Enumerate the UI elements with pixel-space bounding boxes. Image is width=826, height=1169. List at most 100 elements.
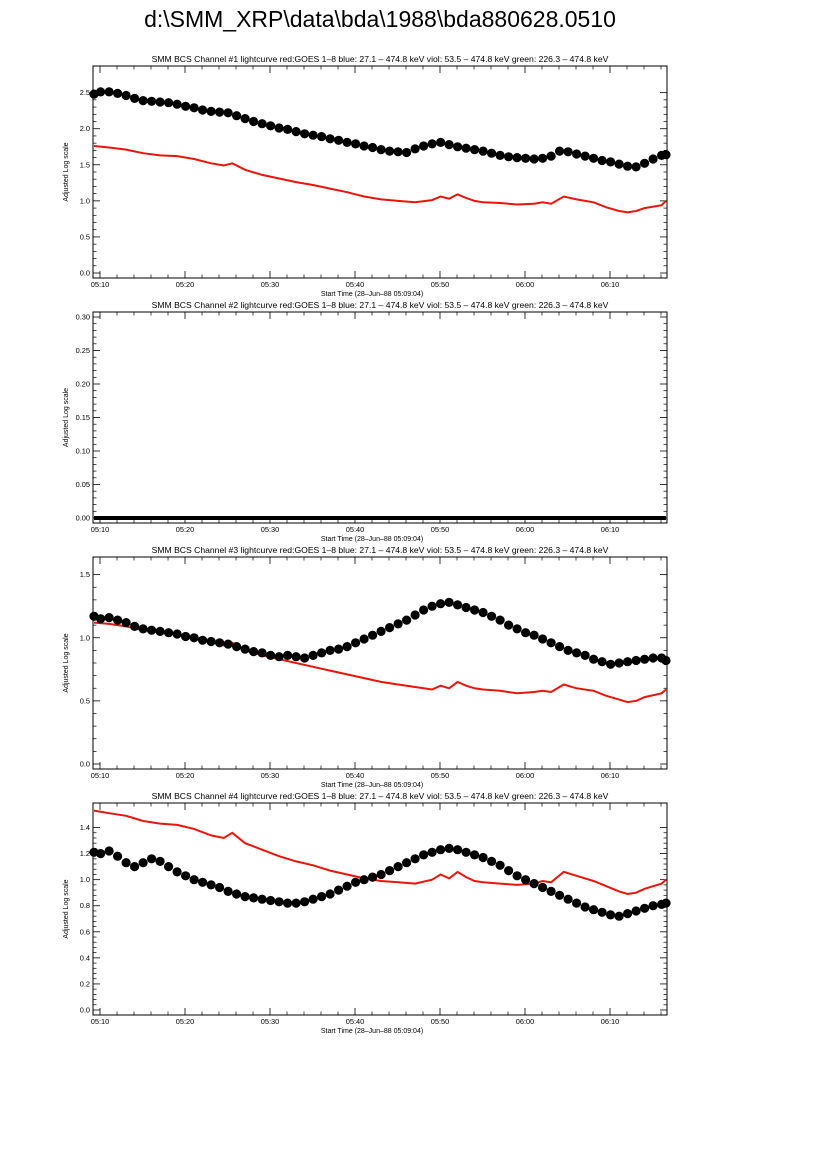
- bcs-data-point: [419, 850, 429, 860]
- bcs-data-point: [172, 99, 182, 109]
- x-tick-label: 05:20: [176, 525, 195, 534]
- bcs-data-point: [274, 897, 284, 907]
- bcs-data-point: [623, 909, 633, 919]
- bcs-data-point: [385, 146, 395, 156]
- bcs-data-point: [334, 135, 344, 145]
- bcs-data-point: [504, 866, 514, 876]
- bcs-data-point: [308, 650, 318, 661]
- bcs-data-point: [172, 629, 182, 639]
- y-tick-label: 0.10: [76, 447, 90, 456]
- bcs-data-point: [504, 152, 514, 162]
- bcs-data-point: [614, 658, 624, 668]
- bcs-data-point: [589, 654, 599, 664]
- bcs-data-point: [232, 889, 242, 899]
- bcs-data-point: [291, 898, 301, 908]
- bcs-data-point: [555, 890, 565, 900]
- x-tick-label: 05:20: [176, 280, 195, 289]
- y-tick-label: 0.30: [76, 313, 90, 322]
- bcs-data-point: [453, 845, 463, 855]
- bcs-data-point: [495, 860, 505, 870]
- bcs-data-point: [402, 615, 412, 625]
- x-axis-label: Start Time (28–Jun–88 05:09:04): [321, 1028, 423, 1035]
- x-tick-label: 05:40: [346, 525, 365, 534]
- bcs-data-point: [130, 621, 140, 632]
- x-tick-label: 06:10: [601, 525, 620, 534]
- chart-panel-2: SMM BCS Channel #2 lightcurve red:GOES 1…: [63, 300, 668, 543]
- bcs-data-point: [495, 615, 505, 625]
- y-tick-label: 0.5: [80, 696, 90, 705]
- y-tick-label: 1.0: [80, 633, 90, 642]
- bcs-data-point: [614, 159, 624, 169]
- bcs-data-point: [155, 97, 165, 107]
- bcs-data-point: [325, 889, 335, 899]
- bcs-data-point: [359, 634, 369, 644]
- bcs-data-point: [215, 638, 225, 648]
- bcs-data-point: [640, 158, 650, 168]
- chart-panel-1: SMM BCS Channel #1 lightcurve red:GOES 1…: [63, 54, 671, 298]
- bcs-data-point: [589, 153, 599, 163]
- bcs-data-point: [291, 127, 301, 137]
- plot-frame: [92, 311, 668, 524]
- x-tick-label: 05:20: [176, 771, 195, 780]
- bcs-data-point: [317, 132, 327, 142]
- chart-title: SMM BCS Channel #2 lightcurve red:GOES 1…: [152, 300, 609, 310]
- bcs-data-point: [334, 885, 344, 895]
- bcs-data-point: [351, 877, 361, 887]
- bcs-data-point: [138, 96, 148, 106]
- bcs-data-point: [308, 130, 318, 140]
- bcs-data-point: [521, 153, 531, 163]
- bcs-data-point: [249, 893, 259, 903]
- bcs-data-point: [198, 635, 208, 645]
- bcs-data-point: [249, 647, 259, 657]
- bcs-data-point: [113, 88, 123, 98]
- x-axis-label: Start Time (28–Jun–88 05:09:04): [321, 291, 423, 298]
- bcs-data-point: [206, 636, 216, 647]
- bcs-data-point: [181, 631, 191, 642]
- bcs-data-point: [266, 650, 276, 661]
- bcs-data-point: [470, 605, 480, 615]
- bcs-data-point: [181, 871, 191, 881]
- bcs-data-point: [385, 623, 395, 633]
- bcs-data-point: [614, 911, 624, 921]
- bcs-data-point: [223, 108, 233, 118]
- x-tick-label: 06:10: [601, 280, 620, 289]
- bcs-data-point: [580, 151, 590, 161]
- bcs-data-point: [240, 114, 250, 124]
- bcs-data-point: [121, 90, 131, 101]
- bcs-data-point: [206, 880, 216, 890]
- bcs-data-point: [240, 892, 250, 902]
- bcs-data-point: [487, 856, 497, 867]
- y-tick-label: 0.0: [80, 1006, 90, 1015]
- bcs-data-point: [334, 644, 344, 654]
- bcs-data-point: [342, 881, 352, 891]
- chart-title: SMM BCS Channel #1 lightcurve red:GOES 1…: [152, 54, 609, 64]
- bcs-data-point: [317, 892, 327, 902]
- bcs-data-point: [138, 858, 148, 868]
- bcs-data-point: [529, 630, 539, 640]
- bcs-data-point: [597, 907, 607, 917]
- bcs-data-point: [308, 894, 318, 904]
- bcs-data-point: [538, 153, 548, 163]
- bcs-data-point: [393, 619, 403, 629]
- bcs-data-point: [172, 867, 182, 877]
- bcs-data-point: [189, 633, 199, 643]
- bcs-data-point: [461, 602, 471, 613]
- x-tick-label: 05:30: [261, 771, 280, 780]
- x-tick-label: 05:30: [261, 280, 280, 289]
- bcs-data-point: [257, 648, 267, 658]
- bcs-data-point: [368, 630, 378, 640]
- bcs-data-point: [342, 642, 352, 652]
- bcs-data-point: [478, 852, 488, 863]
- bcs-data-point: [648, 653, 658, 663]
- bcs-data-point: [215, 882, 225, 893]
- bcs-data-point: [266, 895, 276, 906]
- bcs-data-point: [606, 659, 616, 669]
- bcs-data-point: [232, 642, 242, 652]
- bcs-data-point: [546, 638, 556, 648]
- bcs-data-point: [478, 146, 488, 156]
- bcs-data-point: [155, 856, 165, 867]
- bcs-data-point: [274, 652, 284, 662]
- bcs-data-point: [291, 652, 301, 662]
- chart-panel-4: SMM BCS Channel #4 lightcurve red:GOES 1…: [63, 791, 671, 1035]
